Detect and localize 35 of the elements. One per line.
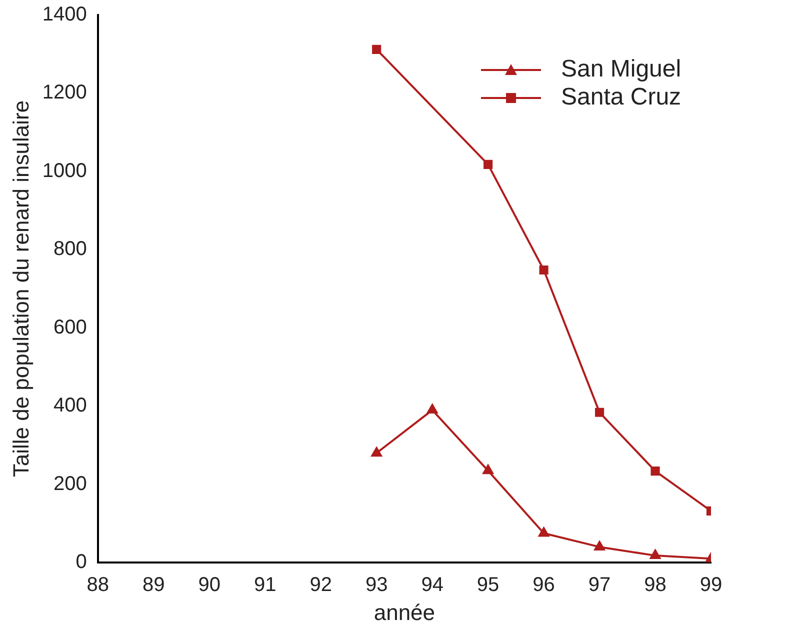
x-tick-label: 88: [86, 574, 110, 596]
x-tick-label: 89: [142, 574, 165, 596]
legend-label: Santa Cruz: [561, 84, 682, 111]
point: [538, 527, 550, 537]
point: [650, 550, 661, 560]
point: [426, 404, 438, 414]
x-tick-label: 99: [700, 574, 722, 596]
x-tick-label: 91: [254, 574, 276, 596]
point: [539, 265, 548, 275]
point: [484, 160, 493, 169]
y-tick-label: 600: [54, 316, 87, 338]
point: [372, 44, 382, 54]
legend-label: San Miguel: [561, 56, 682, 83]
point: [482, 464, 494, 474]
point: [594, 540, 605, 550]
y-tick-label: 1400: [42, 4, 87, 26]
y-tick-label: 1200: [42, 82, 87, 104]
y-tick-label: 1000: [42, 160, 87, 182]
y-tick-label: 0: [76, 551, 87, 574]
point: [371, 447, 382, 457]
y-axis-title: Taille de population du renard insulaire: [8, 100, 34, 478]
x-tick-label: 98: [644, 574, 666, 596]
x-tick-label: 96: [532, 574, 555, 596]
x-tick-label: 95: [476, 574, 500, 596]
y-tick-label: 400: [54, 394, 87, 417]
x-tick-label: 94: [421, 574, 444, 596]
y-tick-label: 200: [54, 472, 87, 495]
y-tick-label: 800: [54, 238, 87, 260]
point: [594, 408, 604, 417]
point: [650, 466, 660, 476]
x-tick-label: 93: [365, 574, 388, 596]
x-tick-label: 90: [198, 574, 220, 596]
x-tick-label: 97: [588, 574, 611, 596]
x-axis-title: année: [374, 600, 436, 625]
x-tick-label: 92: [310, 574, 332, 596]
